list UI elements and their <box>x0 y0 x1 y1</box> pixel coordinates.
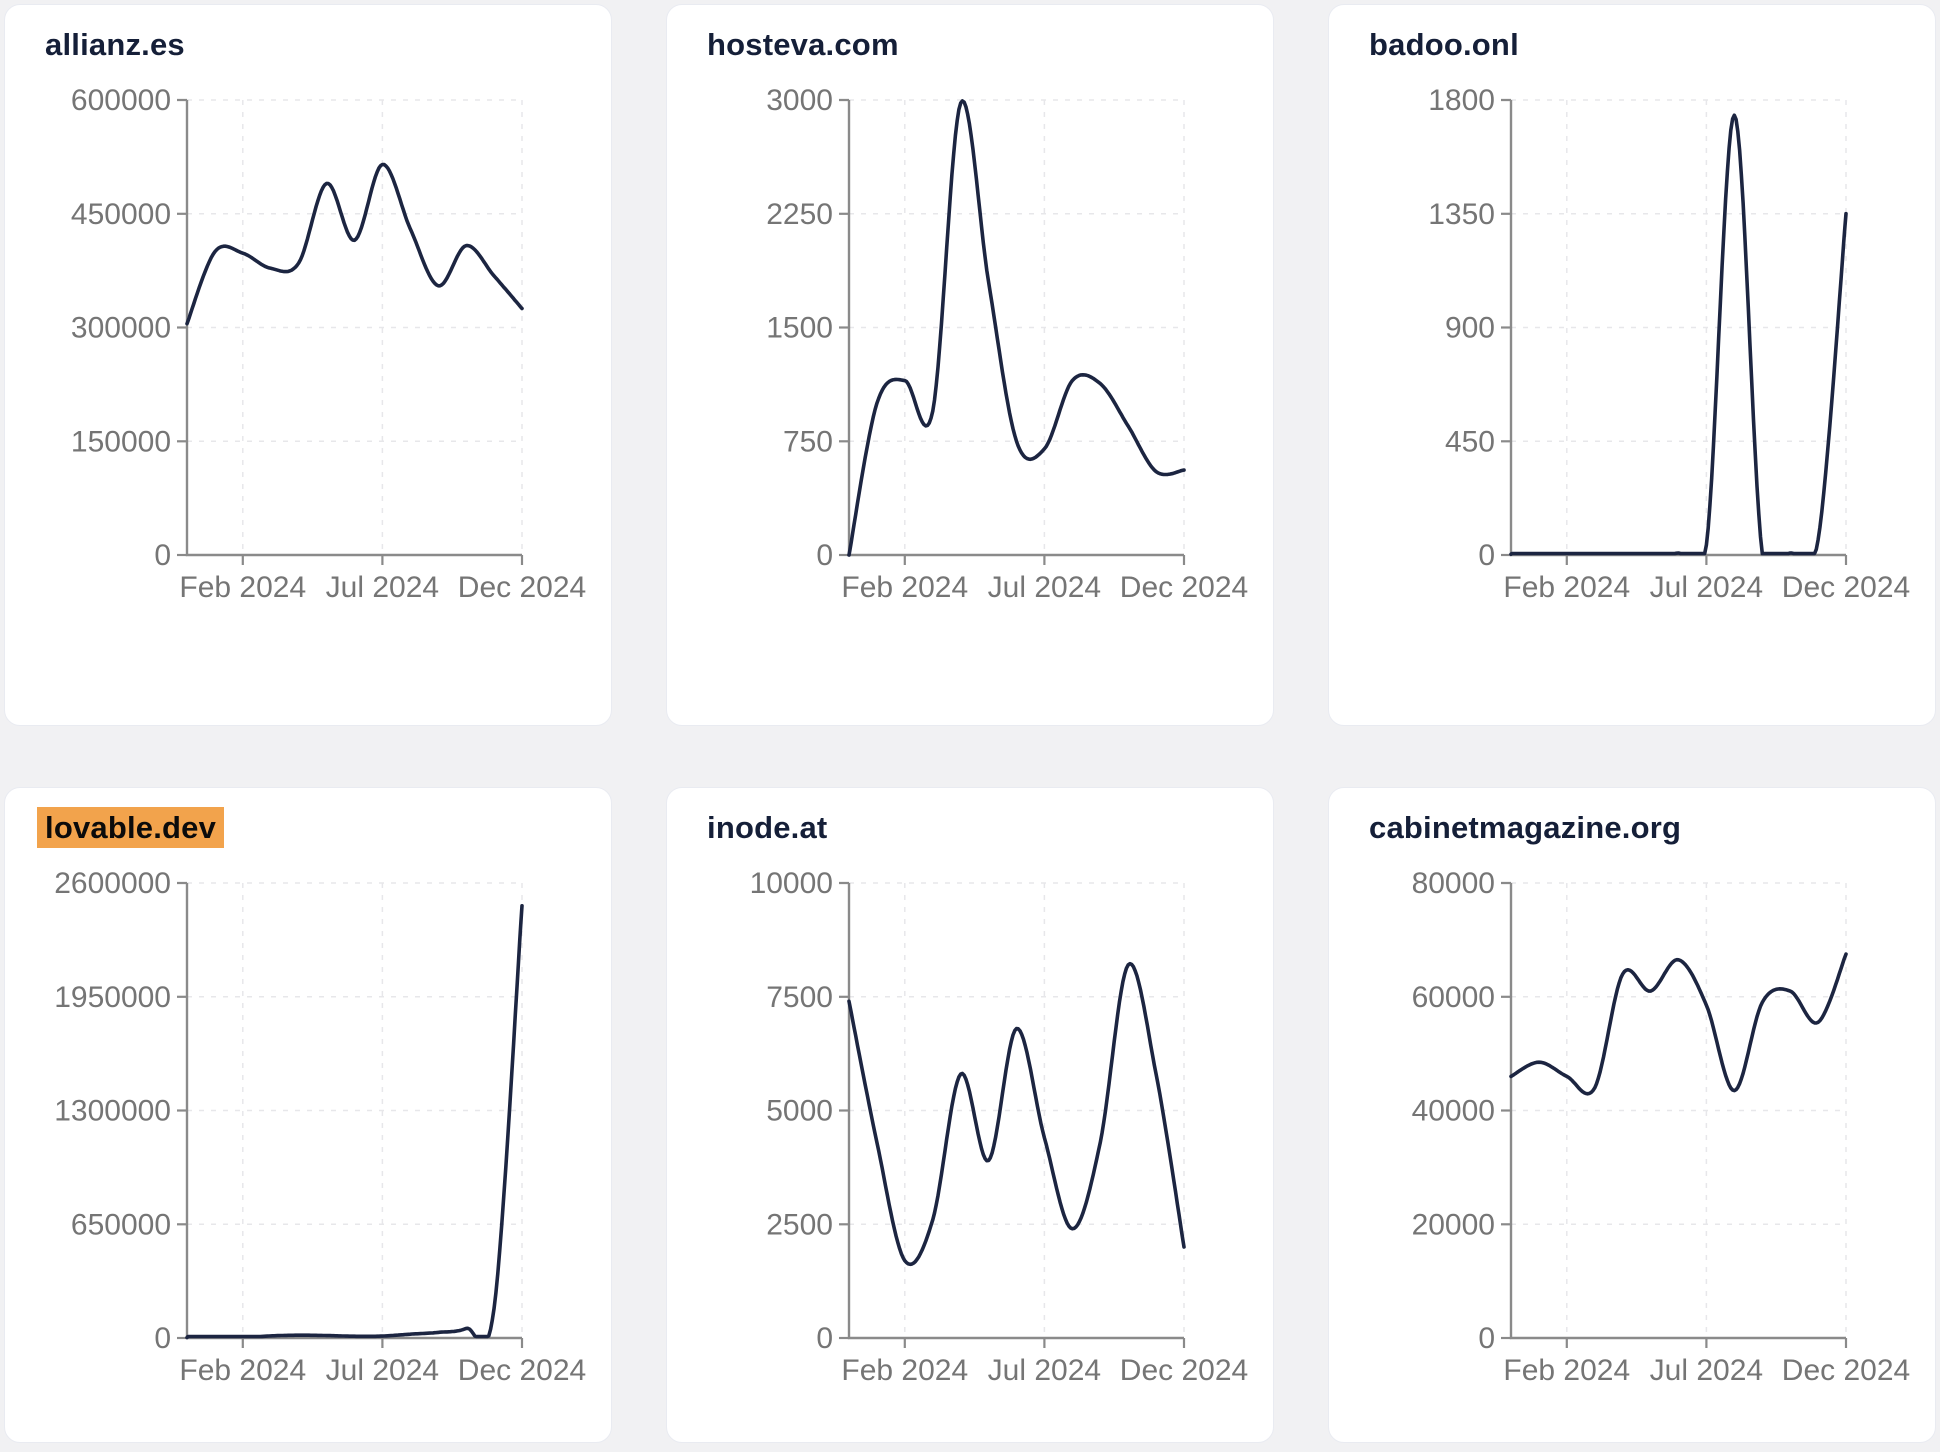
x-axis-tick-label: Feb 2024 <box>841 571 968 604</box>
domain-chart-card: cabinetmagazine.org 0 20000 40000 60000 8000… <box>1328 787 1936 1443</box>
series-line <box>1509 952 1848 1096</box>
y-axis-tick-label: 2250 <box>766 198 833 231</box>
y-axis-tick-label: 650000 <box>71 1208 171 1241</box>
x-axis-tick-label: Dec 2024 <box>458 1354 586 1387</box>
y-axis-tick-label: 2500 <box>766 1208 833 1241</box>
y-axis-tick-label: 450000 <box>71 198 171 231</box>
domain-chart-card: inode.at 0 2500 5000 7500 10000 Feb 2024 Jul 2… <box>666 787 1274 1443</box>
y-axis-tick-label: 7500 <box>766 981 833 1014</box>
y-axis-tick-label: 0 <box>1478 539 1495 572</box>
y-axis-tick-label: 0 <box>154 1322 171 1355</box>
x-axis-tick-label: Dec 2024 <box>458 571 586 604</box>
x-axis-tick-label: Feb 2024 <box>1503 571 1630 604</box>
y-axis-tick-label: 0 <box>1478 1322 1495 1355</box>
card-title-row: cabinetmagazine.org <box>1369 810 1681 846</box>
card-title-row: lovable.dev <box>37 807 225 848</box>
traffic-line-chart[interactable]: 0 750 1500 2250 3000 Feb 2024 Jul 2024 Dec 2024 <box>667 5 1274 645</box>
traffic-line-chart[interactable]: 0 20000 40000 60000 80000 Feb 2024 Jul 2024 Dec… <box>1329 788 1936 1428</box>
card-title-row: hosteva.com <box>707 27 899 63</box>
y-axis-tick-label: 60000 <box>1412 981 1495 1014</box>
series-line <box>185 162 524 326</box>
domain-title[interactable]: badoo.onl <box>1369 27 1519 62</box>
x-axis-tick-label: Feb 2024 <box>1503 1354 1630 1387</box>
card-title-row: badoo.onl <box>1369 27 1519 63</box>
y-axis-tick-label: 3000 <box>766 84 833 117</box>
x-axis-tick-label: Jul 2024 <box>326 571 439 604</box>
x-axis-tick-label: Jul 2024 <box>988 1354 1101 1387</box>
y-axis-tick-label: 0 <box>154 539 171 572</box>
y-axis-tick-label: 1500 <box>766 312 833 345</box>
card-title-row: inode.at <box>707 810 827 846</box>
y-axis-tick-label: 750 <box>783 425 833 458</box>
domain-title[interactable]: allianz.es <box>45 27 185 62</box>
x-axis-tick-label: Dec 2024 <box>1120 571 1248 604</box>
y-axis-tick-label: 1950000 <box>54 981 171 1014</box>
traffic-line-chart[interactable]: 0 2500 5000 7500 10000 Feb 2024 Jul 2024 Dec 20… <box>667 788 1274 1428</box>
x-axis-tick-label: Dec 2024 <box>1782 571 1910 604</box>
traffic-line-chart[interactable]: 0 650000 1300000 1950000 2600000 Feb 2024 Jul … <box>5 788 612 1428</box>
y-axis-tick-label: 20000 <box>1412 1208 1495 1241</box>
card-title-row: allianz.es <box>45 27 185 63</box>
domain-chart-card: hosteva.com 0 750 1500 2250 3000 Feb 2024 Jul … <box>666 4 1274 726</box>
domain-chart-card: badoo.onl 0 450 900 1350 1800 Feb 2024 Jul 202… <box>1328 4 1936 726</box>
y-axis-tick-label: 1300000 <box>54 1095 171 1128</box>
x-axis-tick-label: Dec 2024 <box>1782 1354 1910 1387</box>
y-axis-tick-label: 80000 <box>1412 867 1495 900</box>
domain-chart-card: lovable.dev 0 650000 1300000 1950000 2600000… <box>4 787 612 1443</box>
y-axis-tick-label: 900 <box>1445 312 1495 345</box>
series-line <box>847 961 1186 1267</box>
x-axis-tick-label: Jul 2024 <box>326 1354 439 1387</box>
series-line <box>185 904 524 1340</box>
y-axis-tick-label: 150000 <box>71 425 171 458</box>
y-axis-tick-label: 10000 <box>750 867 833 900</box>
x-axis-tick-label: Feb 2024 <box>841 1354 968 1387</box>
x-axis-tick-label: Dec 2024 <box>1120 1354 1248 1387</box>
series-line <box>847 99 1186 557</box>
y-axis-tick-label: 0 <box>816 539 833 572</box>
x-axis-tick-label: Feb 2024 <box>179 571 306 604</box>
y-axis-tick-label: 40000 <box>1412 1095 1495 1128</box>
traffic-line-chart[interactable]: 0 450 900 1350 1800 Feb 2024 Jul 2024 Dec 2024 <box>1329 5 1936 645</box>
x-axis-tick-label: Jul 2024 <box>988 571 1101 604</box>
domain-title[interactable]: hosteva.com <box>707 27 899 62</box>
x-axis-tick-label: Jul 2024 <box>1650 1354 1763 1387</box>
domain-title[interactable]: lovable.dev <box>37 807 225 848</box>
y-axis-tick-label: 450 <box>1445 425 1495 458</box>
y-axis-tick-label: 0 <box>816 1322 833 1355</box>
domain-title[interactable]: inode.at <box>707 810 828 845</box>
domain-title[interactable]: cabinetmagazine.org <box>1369 810 1682 845</box>
series-line <box>1509 113 1848 556</box>
y-axis-tick-label: 1350 <box>1428 198 1495 231</box>
y-axis-tick-label: 2600000 <box>54 867 171 900</box>
domain-chart-card: allianz.es 0 150000 300000 450000 600000 Feb … <box>4 4 612 726</box>
x-axis-tick-label: Feb 2024 <box>179 1354 306 1387</box>
y-axis-tick-label: 300000 <box>71 312 171 345</box>
y-axis-tick-label: 5000 <box>766 1095 833 1128</box>
y-axis-tick-label: 600000 <box>71 84 171 117</box>
y-axis-tick-label: 1800 <box>1428 84 1495 117</box>
x-axis-tick-label: Jul 2024 <box>1650 571 1763 604</box>
traffic-line-chart[interactable]: 0 150000 300000 450000 600000 Feb 2024 Jul 202… <box>5 5 612 645</box>
